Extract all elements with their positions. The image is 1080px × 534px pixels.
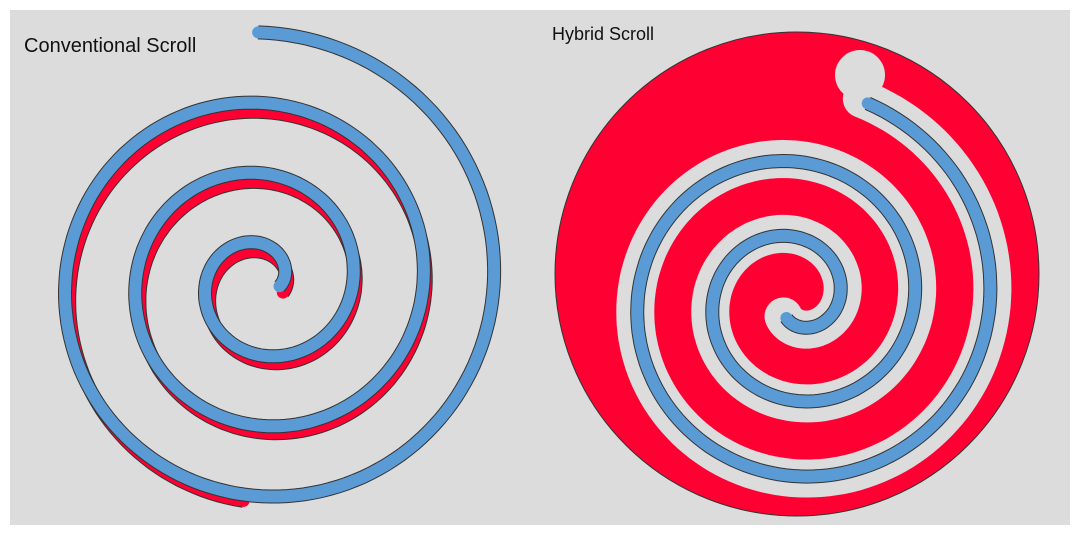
- hybrid-label: Hybrid Scroll: [552, 24, 654, 44]
- gray-notch: [835, 50, 885, 100]
- red-spiral: [63, 105, 432, 507]
- blue-spiral: [631, 97, 997, 483]
- conventional-scroll: [57, 25, 502, 508]
- blue-spiral: [58, 26, 501, 503]
- hybrid-scroll: [554, 31, 1040, 517]
- conventional-label: Conventional Scroll: [24, 35, 196, 57]
